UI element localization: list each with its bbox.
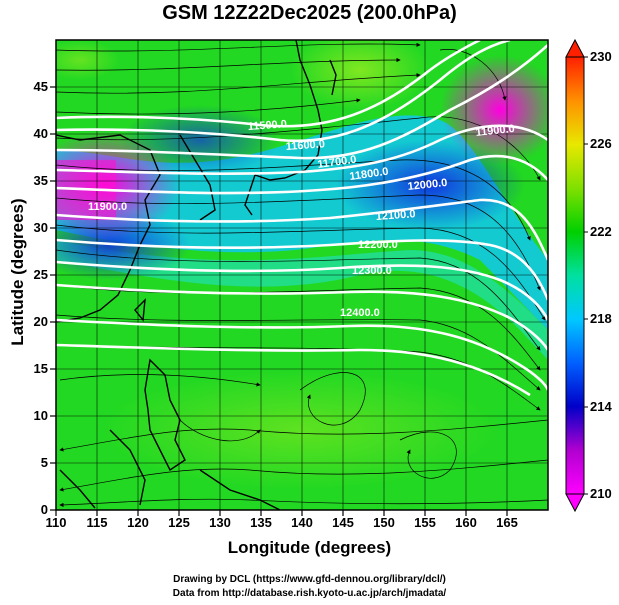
x-axis-label: Longitude (degrees) xyxy=(227,538,392,557)
contour-label: 11900.0 xyxy=(88,201,127,213)
y-tick-label: 35 xyxy=(33,173,48,188)
x-tick-label: 110 xyxy=(45,515,67,530)
x-tick-label: 155 xyxy=(414,515,436,530)
y-tick-label: 15 xyxy=(33,361,48,376)
cold-core xyxy=(335,140,525,230)
contour-label: 11800.0 xyxy=(349,166,389,183)
x-tick-label: 130 xyxy=(209,515,231,530)
x-tick-label: 150 xyxy=(373,515,395,530)
x-tick-label: 115 xyxy=(86,515,108,530)
colorbar-top-arrow xyxy=(565,38,585,58)
data-credit: Data from http://database.rish.kyoto-u.a… xyxy=(172,588,447,599)
y-tick-label: 5 xyxy=(40,455,48,470)
x-tick-label: 140 xyxy=(291,515,313,530)
map-title: GSM 12Z22Dec2025 (200.0hPa) xyxy=(162,2,457,24)
y-tick-label: 10 xyxy=(33,408,48,423)
coastlines xyxy=(56,40,337,510)
colorbar-bottom-arrow xyxy=(565,493,585,513)
cold-centre xyxy=(440,55,548,165)
colorbar-tick-label: 230 xyxy=(590,49,612,64)
colorbar-tick-label: 226 xyxy=(590,136,612,151)
streamlines xyxy=(56,42,548,507)
y-tick-label: 20 xyxy=(33,314,48,329)
contour-label: 12100.0 xyxy=(375,208,416,223)
x-tick-label: 135 xyxy=(250,515,272,530)
drawing-credit: Drawing by DCL (https://www.gfd-dennou.o… xyxy=(173,574,446,585)
contour-label: 11700.0 xyxy=(317,154,357,171)
y-tick-label: 25 xyxy=(33,267,48,282)
contour-label: 11600.0 xyxy=(285,138,325,153)
y-axis-label: Latitude (degrees) xyxy=(8,198,27,346)
x-tick-label: 145 xyxy=(332,515,354,530)
colorbar-tick-label: 218 xyxy=(590,311,612,326)
contour-label: 12200.0 xyxy=(358,239,398,251)
contour-label: 12300.0 xyxy=(352,265,392,277)
y-tick-label: 40 xyxy=(33,126,48,141)
x-tick-label: 125 xyxy=(168,515,190,530)
tick-marks xyxy=(50,86,508,516)
contour-label: 11900.0 xyxy=(475,123,515,139)
colorbar xyxy=(565,38,588,513)
colorbar-tick-label: 222 xyxy=(590,224,612,239)
colorbar-tick-label: 214 xyxy=(590,399,612,414)
x-tick-label: 120 xyxy=(127,515,149,530)
x-tick-label: 160 xyxy=(455,515,477,530)
colorbar-tick-label: 210 xyxy=(590,486,612,501)
y-tick-label: 30 xyxy=(33,220,48,235)
contour-label: 12000.0 xyxy=(407,177,448,193)
height-contours xyxy=(56,40,548,397)
warm-patch xyxy=(56,40,120,80)
colorbar-gradient xyxy=(565,56,585,495)
y-tick-label: 0 xyxy=(40,502,48,517)
x-tick-label: 165 xyxy=(496,515,518,530)
warm-patch xyxy=(290,40,430,110)
contour-label: 12400.0 xyxy=(340,307,380,319)
contour-label: 11500.0 xyxy=(247,118,287,133)
warm-patch xyxy=(100,370,500,490)
y-tick-label: 45 xyxy=(33,79,48,94)
contour-labels: 11500.0 11600.0 11700.0 11800.0 11900.0 … xyxy=(88,118,515,319)
